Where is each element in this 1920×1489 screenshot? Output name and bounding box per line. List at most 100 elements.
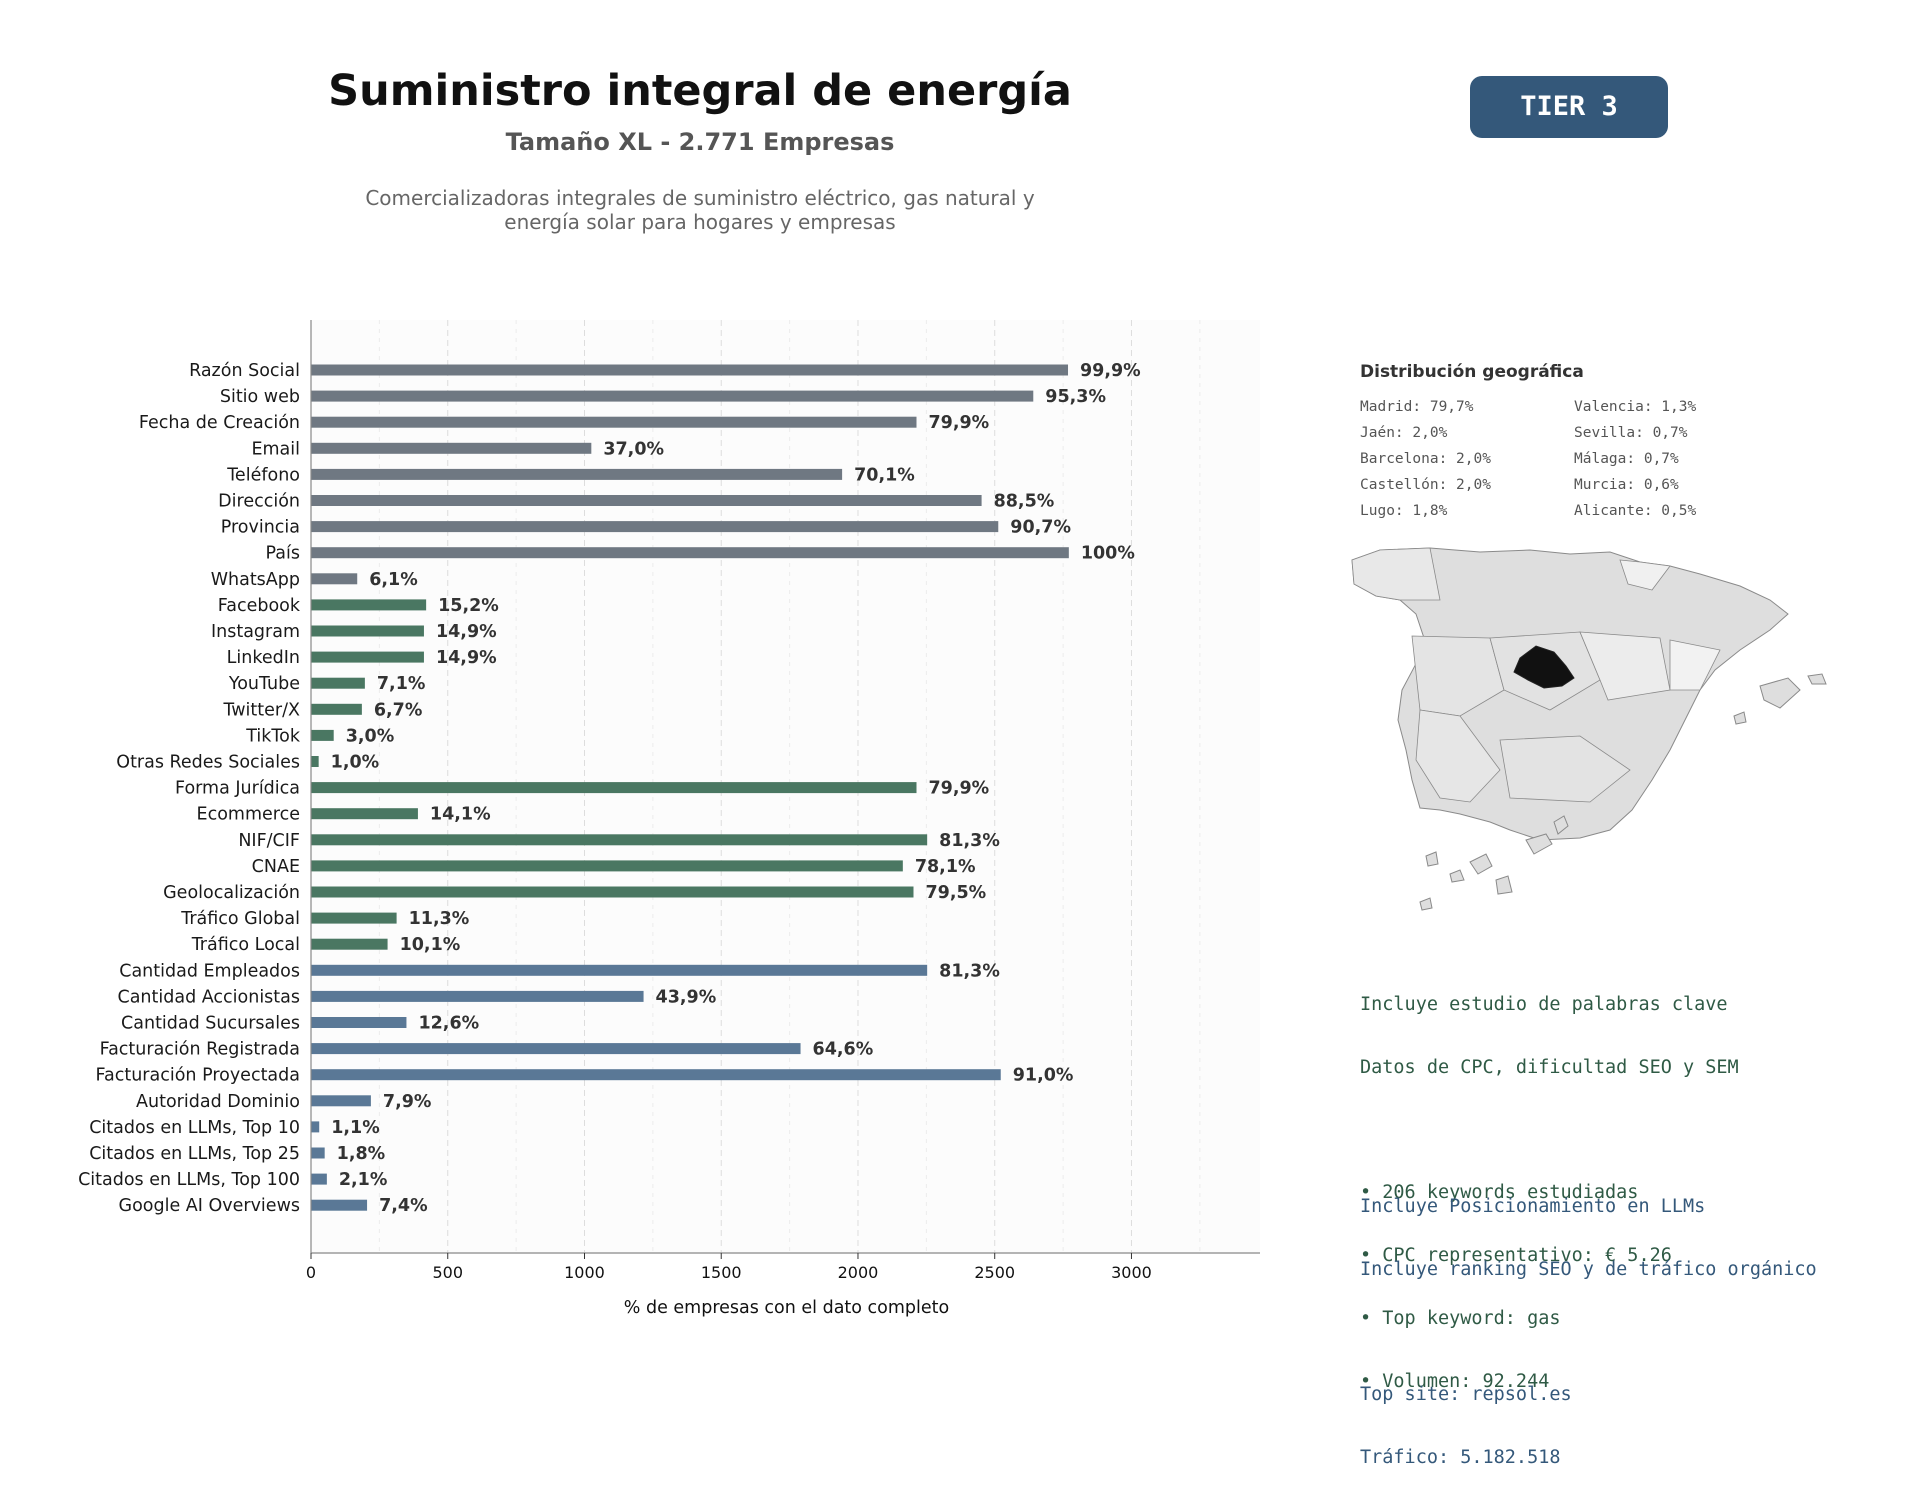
- category-label: Facturación Registrada: [100, 1040, 300, 1060]
- geo-item: Madrid: 79,7%: [1360, 399, 1474, 415]
- keywords-bullet-1: • 206 keywords estudiadas: [1360, 1182, 1639, 1203]
- bar: [311, 860, 903, 872]
- madrid-highlight: [1513, 645, 1575, 689]
- bar: [311, 1121, 320, 1133]
- bar: [311, 1095, 371, 1107]
- bar: [311, 573, 358, 585]
- bar: [311, 547, 1069, 559]
- value-label: 1,8%: [337, 1144, 386, 1164]
- bar: [311, 521, 999, 533]
- keywords-bullet-4: • Volumen: 92.244: [1360, 1371, 1550, 1392]
- category-label: Provincia: [221, 518, 300, 538]
- value-label: 15,2%: [438, 596, 499, 616]
- x-tick-label: 3000: [1111, 1263, 1152, 1282]
- category-label: Citados en LLMs, Top 10: [89, 1118, 300, 1138]
- geo-item: Jaén: 2,0%: [1360, 425, 1448, 441]
- bar: [311, 599, 427, 611]
- value-label: 95,3%: [1045, 387, 1106, 407]
- bar: [311, 782, 917, 794]
- value-label: 11,3%: [409, 909, 470, 929]
- geo-item: Sevilla: 0,7%: [1574, 425, 1688, 441]
- bar: [311, 886, 914, 898]
- keywords-bullet-3: • Top keyword: gas: [1360, 1308, 1561, 1329]
- bar-chart: Razón Social 99,9% Sitio web 95,3% Fecha de …: [78, 320, 1260, 1318]
- x-tick-label: 2000: [838, 1263, 879, 1282]
- category-label: Email: [251, 439, 300, 459]
- category-label: Instagram: [211, 622, 300, 642]
- balearic-islands: [1733, 673, 1827, 725]
- bar: [311, 1017, 407, 1028]
- value-label: 79,9%: [929, 413, 990, 433]
- canary-islands: [1419, 815, 1569, 911]
- bar: [311, 651, 424, 663]
- x-tick-label: 500: [432, 1263, 463, 1282]
- category-label: Cantidad Accionistas: [117, 987, 300, 1007]
- value-label: 79,5%: [925, 883, 986, 903]
- x-tick-label: 1000: [564, 1263, 605, 1282]
- bar: [311, 364, 1069, 376]
- category-label: Facturación Proyectada: [96, 1066, 300, 1086]
- keywords-line-1: Incluye estudio de palabras clave: [1360, 994, 1728, 1015]
- bar: [311, 912, 397, 924]
- category-label: Autoridad Dominio: [136, 1092, 300, 1112]
- geo-item: Alicante: 0,5%: [1574, 503, 1697, 519]
- value-label: 70,1%: [854, 465, 915, 485]
- value-label: 81,3%: [939, 961, 1000, 981]
- bar: [311, 964, 928, 976]
- bar: [311, 677, 365, 689]
- category-label: Twitter/X: [222, 700, 300, 720]
- llm-line-1: Incluye Posicionamiento en LLMs: [1360, 1196, 1706, 1217]
- x-axis-label: % de empresas con el dato completo: [624, 1298, 949, 1318]
- value-label: 100%: [1081, 544, 1135, 564]
- sector-description: Comercializadoras integrales de suminist…: [330, 186, 1070, 234]
- spain-map: [1351, 547, 1827, 911]
- traffic: Tráfico: 5.182.518: [1360, 1447, 1561, 1468]
- bar: [311, 416, 917, 428]
- category-label: Google AI Overviews: [119, 1196, 300, 1216]
- bar: [311, 990, 644, 1002]
- category-label: Tráfico Global: [180, 909, 300, 929]
- category-label: Ecommerce: [197, 805, 300, 825]
- tier-badge: TIER 3: [1470, 76, 1668, 138]
- value-label: 81,3%: [939, 831, 1000, 851]
- geo-distribution-list: Madrid: 79,7% Valencia: 1,3% Jaén: 2,0% …: [1360, 398, 1800, 520]
- category-label: Otras Redes Sociales: [116, 753, 300, 773]
- category-label: Citados en LLMs, Top 25: [89, 1144, 300, 1164]
- geo-item: Castellón: 2,0%: [1360, 477, 1491, 493]
- category-label: Facebook: [218, 596, 301, 616]
- category-label: Teléfono: [226, 465, 300, 485]
- category-label: Geolocalización: [163, 883, 300, 903]
- category-label: Cantidad Sucursales: [121, 1014, 300, 1034]
- bar: [311, 390, 1034, 402]
- value-label: 2,1%: [339, 1170, 388, 1190]
- value-label: 7,1%: [377, 674, 426, 694]
- category-label: Dirección: [218, 492, 300, 512]
- bar: [311, 729, 334, 741]
- bar: [311, 1069, 1001, 1081]
- value-label: 7,9%: [383, 1092, 432, 1112]
- bar: [311, 1199, 368, 1211]
- category-label: Razón Social: [189, 361, 300, 381]
- value-label: 99,9%: [1080, 361, 1141, 381]
- bar: [311, 808, 418, 820]
- geo-item: Murcia: 0,6%: [1574, 477, 1679, 493]
- category-label: Citados en LLMs, Top 100: [78, 1170, 300, 1190]
- geo-item: Lugo: 1,8%: [1360, 503, 1448, 519]
- value-label: 79,9%: [929, 779, 990, 799]
- category-label: CNAE: [252, 857, 300, 877]
- value-label: 37,0%: [603, 439, 664, 459]
- value-label: 88,5%: [994, 492, 1055, 512]
- category-label: LinkedIn: [227, 648, 300, 668]
- category-label: YouTube: [228, 674, 300, 694]
- bar: [311, 468, 843, 480]
- category-label: Fecha de Creación: [139, 413, 300, 433]
- bar: [311, 1043, 801, 1055]
- value-label: 78,1%: [915, 857, 976, 877]
- category-label: Forma Jurídica: [175, 779, 300, 799]
- llm-line-2: Incluye ranking SEO y de tráfico orgánic…: [1360, 1259, 1817, 1280]
- value-label: 1,0%: [331, 753, 380, 773]
- value-label: 91,0%: [1013, 1066, 1074, 1086]
- x-tick-label: 1500: [701, 1263, 742, 1282]
- category-label: WhatsApp: [211, 570, 300, 590]
- bar: [311, 834, 928, 846]
